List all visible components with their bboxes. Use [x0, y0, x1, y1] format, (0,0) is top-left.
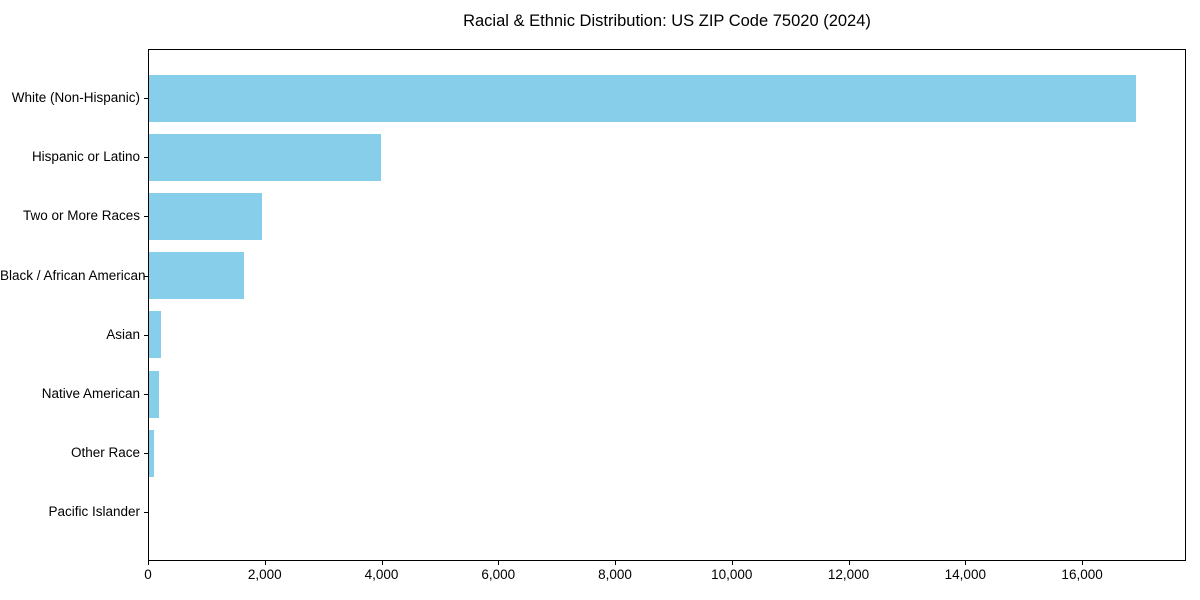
y-tick-label: Other Race [70, 445, 140, 461]
y-tick-label: Pacific Islander [48, 504, 140, 520]
x-tick-label: 6,000 [481, 567, 516, 582]
x-tick-mark [498, 561, 500, 565]
x-tick-label: 12,000 [827, 567, 870, 582]
bar-asian [148, 311, 161, 359]
x-tick-mark [1082, 561, 1084, 565]
bar-white-non-hispanic [148, 74, 1137, 122]
x-tick-label: 10,000 [711, 567, 753, 582]
chart-title: Racial & Ethnic Distribution: US ZIP Cod… [463, 12, 871, 30]
x-tick-mark [731, 561, 733, 565]
x-tick-mark [615, 561, 617, 565]
x-tick-label: 16,000 [1061, 567, 1103, 582]
x-tick-mark [965, 561, 967, 565]
y-tick-mark [144, 216, 148, 218]
y-tick-label: Black / African American [0, 267, 146, 283]
plot-area [148, 49, 1186, 561]
x-tick-mark [264, 561, 266, 565]
bar-two-or-more-races [148, 192, 262, 240]
x-tick-label: 2,000 [247, 567, 282, 582]
bar-hispanic-or-latino [148, 133, 381, 181]
x-tick-label: 0 [144, 567, 152, 582]
y-tick-label: Hispanic or Latino [31, 149, 140, 165]
x-tick-mark [381, 561, 383, 565]
y-tick-mark [144, 98, 148, 99]
y-tick-mark [144, 157, 148, 159]
x-tick-mark [148, 561, 149, 565]
y-tick-mark [144, 512, 148, 514]
x-tick-label: 14,000 [944, 567, 986, 582]
bar-other-race [148, 429, 155, 477]
y-tick-mark [144, 453, 148, 455]
y-tick-label: White (Non-Hispanic) [11, 90, 140, 105]
bar-native-american [148, 370, 159, 418]
y-tick-mark [144, 394, 148, 395]
y-tick-mark [144, 275, 148, 277]
x-tick-mark [848, 561, 850, 565]
y-tick-label: Asian [106, 326, 140, 342]
bar-black-african-american [148, 252, 245, 300]
y-tick-mark [144, 334, 148, 336]
x-tick-label: 4,000 [364, 567, 399, 582]
x-tick-label: 8,000 [598, 567, 632, 582]
y-tick-label: Two or More Races [22, 208, 140, 224]
y-tick-label: Native American [41, 386, 140, 401]
